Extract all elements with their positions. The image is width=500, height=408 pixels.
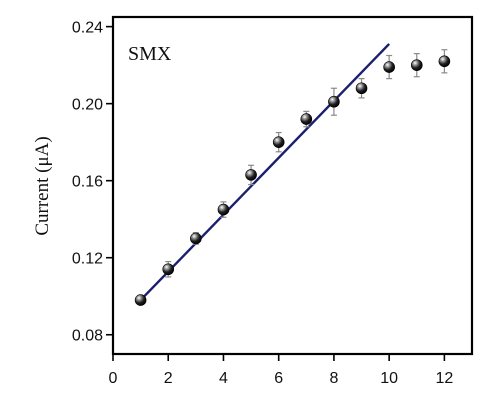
y-axis-title: Current (μA) (32, 136, 53, 235)
x-tick-label-5: 10 (380, 370, 398, 387)
data-point-9 (383, 61, 395, 73)
x-tick-label-4: 8 (329, 370, 338, 387)
data-point-7 (328, 95, 340, 108)
fit-line (139, 43, 391, 301)
data-point-5 (272, 136, 285, 148)
data-point-1 (162, 263, 175, 276)
data-point-0 (134, 294, 147, 306)
x-tick-label-6: 12 (435, 370, 453, 387)
data-point-4 (245, 169, 257, 181)
data-points-layer (134, 55, 451, 306)
data-point-3 (217, 203, 230, 216)
x-tick-labels: 0 2 4 6 8 10 12 (109, 370, 454, 387)
error-bars-layer (137, 49, 448, 305)
y-tick-label-2: 0.16 (72, 174, 103, 191)
fit-line-layer (139, 43, 391, 301)
axis-ticks (106, 25, 446, 361)
x-tick-label-1: 2 (164, 370, 173, 387)
data-point-10 (410, 59, 423, 71)
x-tick-label-0: 0 (109, 370, 118, 387)
y-tick-label-1: 0.12 (72, 251, 103, 268)
x-tick-label-2: 4 (219, 370, 228, 387)
data-point-6 (300, 113, 313, 125)
data-point-8 (355, 82, 368, 95)
y-tick-labels: 0.08 0.12 0.16 0.20 0.24 (72, 20, 103, 345)
panel-label: SMX (128, 43, 172, 65)
y-tick-label-3: 0.20 (72, 97, 103, 114)
data-point-2 (190, 232, 202, 245)
y-tick-label-0: 0.08 (72, 328, 103, 345)
y-tick-label-4: 0.24 (72, 20, 103, 37)
plot-frame (111, 15, 474, 356)
data-point-11 (438, 55, 451, 68)
x-tick-label-3: 6 (274, 370, 283, 387)
